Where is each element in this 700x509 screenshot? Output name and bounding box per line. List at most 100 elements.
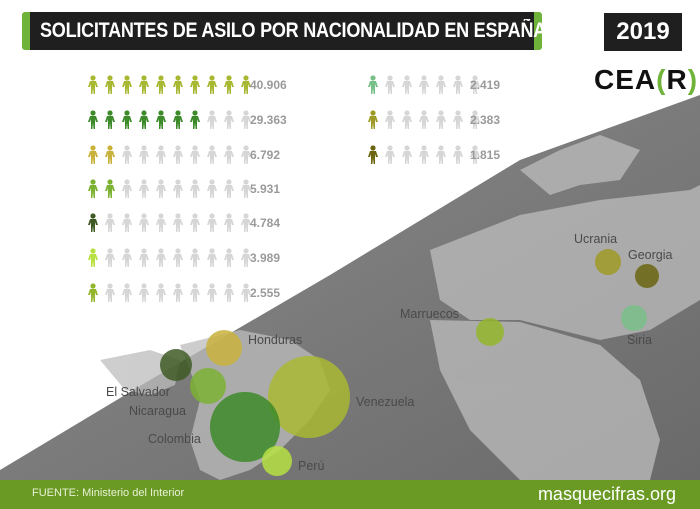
person-icon-filled [137, 110, 151, 130]
person-icon-empty [239, 179, 253, 199]
person-icon-empty [120, 145, 134, 165]
map-label: Honduras [248, 333, 303, 347]
person-icon-empty [205, 145, 219, 165]
person-icon-empty [171, 248, 185, 268]
title-banner: SOLICITANTES DE ASILO POR NACIONALIDAD E… [22, 12, 546, 50]
person-icon-empty [137, 248, 151, 268]
person-icon-empty [434, 145, 448, 165]
person-icon-empty [222, 110, 236, 130]
map-bubble [206, 330, 242, 366]
person-icon-empty [417, 110, 431, 130]
person-icon-filled [103, 110, 117, 130]
site-link[interactable]: masquecifras.org [537, 484, 676, 504]
person-icon-filled [366, 110, 380, 130]
source-note: FUENTE: Ministerio del Interior [32, 487, 185, 499]
map-label: Perú [298, 459, 325, 473]
value-label: 2.383 [470, 113, 501, 127]
person-icon-empty [154, 248, 168, 268]
person-icon-empty [417, 145, 431, 165]
person-icon-empty [383, 145, 397, 165]
person-icon-empty [188, 179, 202, 199]
person-icon-empty [188, 283, 202, 303]
cear-logo: CEA(R) [594, 64, 698, 96]
person-icon-empty [154, 283, 168, 303]
value-label: 3.989 [250, 251, 281, 265]
value-label: 2.419 [470, 78, 501, 92]
person-icon-empty [137, 145, 151, 165]
person-icon-empty [400, 110, 414, 130]
person-icon-empty [434, 75, 448, 95]
footer-bar: FUENTE: Ministerio del Interior masqueci… [0, 480, 700, 509]
person-icon-filled [366, 145, 380, 165]
person-icon-filled [154, 110, 168, 130]
person-icon-empty [205, 248, 219, 268]
person-icon-empty [154, 145, 168, 165]
person-icon-filled [188, 110, 202, 130]
person-icon-empty [383, 75, 397, 95]
chart-title: SOLICITANTES DE ASILO POR NACIONALIDAD E… [40, 19, 547, 42]
person-icon-empty [468, 145, 482, 165]
value-label: 4.784 [250, 216, 281, 230]
person-icon-empty [468, 75, 482, 95]
year-badge: 2019 [604, 13, 682, 51]
person-icon-empty [154, 213, 168, 233]
map-label: El Salvador [106, 385, 170, 399]
value-label: 40.906 [250, 78, 287, 92]
person-icon-empty [239, 213, 253, 233]
value-label: 2.555 [250, 286, 281, 300]
person-icon-empty [103, 213, 117, 233]
value-label: 1.815 [470, 148, 501, 162]
person-icon-empty [154, 179, 168, 199]
logo-text: CEA [594, 64, 657, 95]
person-icon-filled [103, 145, 117, 165]
person-icon-empty [400, 75, 414, 95]
value-label: 5.931 [250, 182, 281, 196]
person-icon-empty [205, 110, 219, 130]
person-icon-filled [103, 179, 117, 199]
person-icon-filled [137, 75, 151, 95]
value-label: 29.363 [250, 113, 287, 127]
person-icon-empty [451, 75, 465, 95]
person-icon-empty [222, 213, 236, 233]
person-icon-empty [137, 179, 151, 199]
map-bubble [160, 349, 192, 381]
map-bubble [621, 305, 647, 331]
person-icon-empty [222, 283, 236, 303]
person-icon-empty [451, 145, 465, 165]
map-bubble [476, 318, 504, 346]
person-icon-filled [86, 283, 100, 303]
person-icon-filled [86, 145, 100, 165]
map-bubble [262, 446, 292, 476]
map-bubble [268, 356, 350, 438]
person-icon-filled [86, 179, 100, 199]
person-icon-empty [434, 110, 448, 130]
map-bubble [635, 264, 659, 288]
person-icon-empty [222, 179, 236, 199]
person-icon-empty [239, 248, 253, 268]
person-icon-empty [103, 283, 117, 303]
person-icon-empty [239, 145, 253, 165]
map-label: Marruecos [400, 307, 460, 321]
person-icon-empty [222, 248, 236, 268]
person-icon-filled [366, 75, 380, 95]
person-icon-empty [188, 213, 202, 233]
person-icon-empty [468, 110, 482, 130]
person-icon-filled [171, 75, 185, 95]
person-icon-filled [86, 248, 100, 268]
person-icon-empty [222, 145, 236, 165]
person-icon-filled [86, 75, 100, 95]
person-icon-empty [205, 283, 219, 303]
person-icon-filled [103, 75, 117, 95]
logo-bracket-close: ) [687, 64, 699, 95]
person-icon-filled [239, 75, 253, 95]
person-icon-filled [171, 110, 185, 130]
person-icon-empty [205, 213, 219, 233]
map-label: Colombia [148, 432, 201, 446]
person-icon-filled [222, 75, 236, 95]
logo-letter: R [666, 64, 688, 95]
person-icon-empty [188, 145, 202, 165]
map-label: Siria [627, 333, 653, 347]
map-bubble [595, 249, 621, 275]
